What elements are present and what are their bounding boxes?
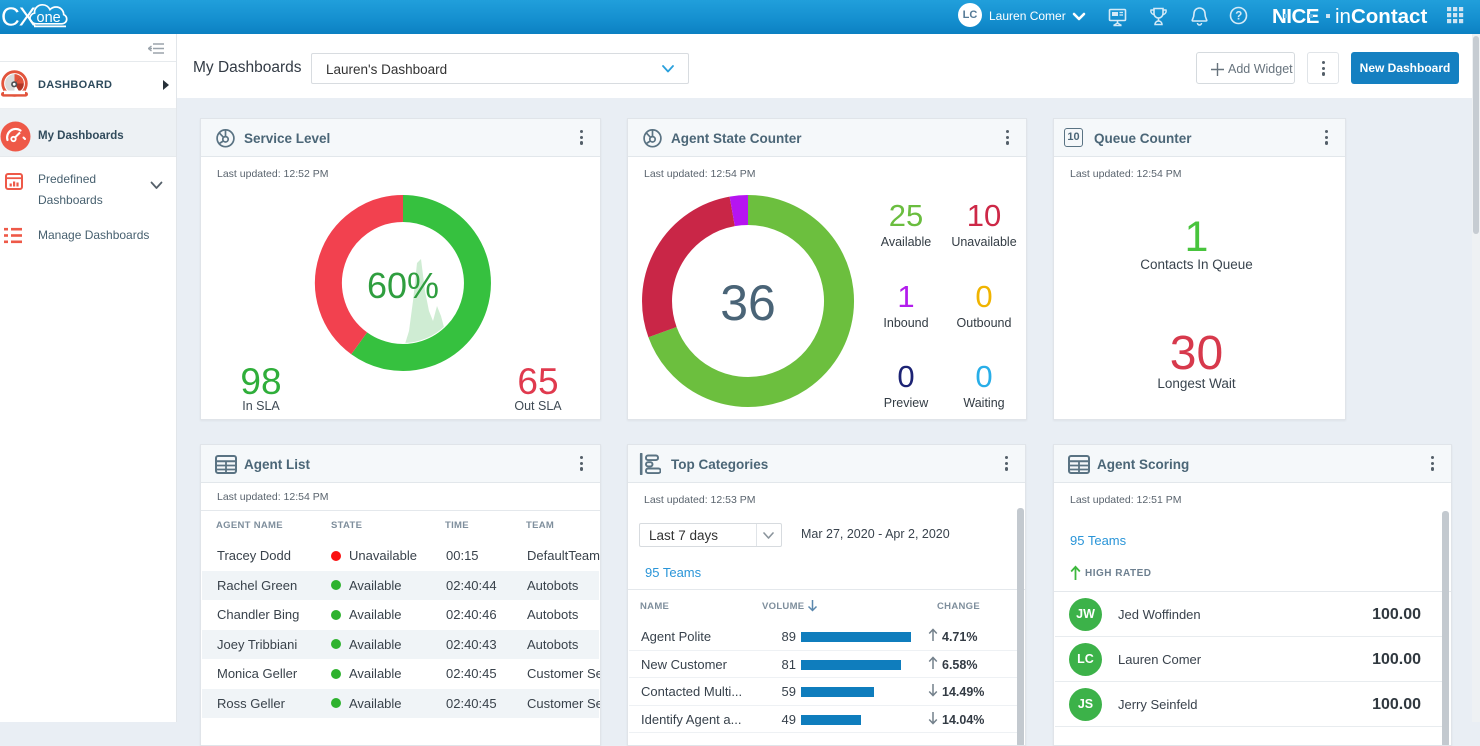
svg-text:one: one <box>37 10 61 26</box>
svg-text:?: ? <box>1235 11 1242 23</box>
